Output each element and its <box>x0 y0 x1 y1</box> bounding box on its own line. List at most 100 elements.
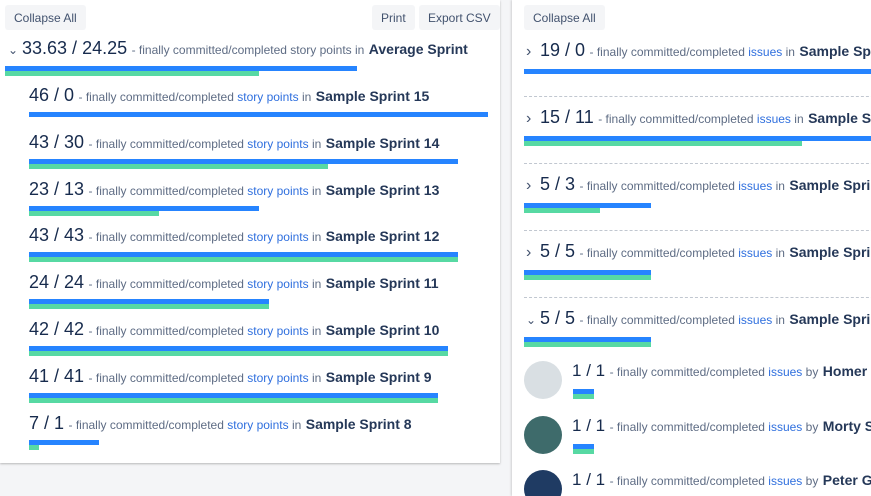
row[interactable]: › 5 / 5 - finally committed/completed iss… <box>526 241 871 262</box>
completed-bar <box>29 163 329 169</box>
committed-value: 7 <box>29 412 40 433</box>
desc-prefix: - finally committed/completed <box>88 230 244 245</box>
average-name: Average Sprint <box>368 41 468 57</box>
chevron-right-icon[interactable]: › <box>526 43 532 60</box>
committed-bar <box>524 270 651 275</box>
collapse-all-button[interactable]: Collapse All <box>5 5 86 30</box>
row[interactable]: 23 / 13 - finally committed/completed st… <box>29 179 439 200</box>
separator <box>524 163 871 164</box>
row[interactable]: 24 / 24 - finally committed/completed st… <box>29 272 439 293</box>
unit-link[interactable]: story points <box>247 136 309 151</box>
desc-suffix: in <box>785 45 795 59</box>
description: - finally committed/completed story poin… <box>89 371 322 385</box>
separator <box>524 297 871 298</box>
committed-value: 1 <box>572 470 582 489</box>
value-text: 41 / 41 <box>29 365 85 386</box>
unit-link[interactable]: issues <box>768 365 803 379</box>
description: - finally committed/completed issues by <box>610 474 819 488</box>
committed-value: 19 <box>540 40 561 60</box>
committed-bar <box>29 439 99 445</box>
unit-link[interactable]: story points <box>247 230 309 245</box>
committed-value: 43 <box>29 225 50 246</box>
completed-value: 0 <box>575 40 586 60</box>
description: - finally committed/completed issues in <box>590 45 795 59</box>
row[interactable]: › 15 / 11 - finally committed/completed i… <box>526 107 871 128</box>
desc-prefix: - finally committed/completed <box>88 183 244 198</box>
committed-value: 5 <box>540 174 551 194</box>
committed-bar <box>29 112 489 117</box>
desc-prefix: - finally committed/completed <box>579 246 735 260</box>
row[interactable]: › 5 / 3 - finally committed/completed iss… <box>526 174 871 195</box>
chevron-down-icon[interactable]: ⌄ <box>526 313 537 327</box>
row[interactable]: 1 / 1 - finally committed/completed issu… <box>572 361 871 381</box>
row[interactable]: 43 / 43 - finally committed/completed st… <box>29 225 439 246</box>
desc-suffix: in <box>775 179 785 193</box>
name-text: Sample Sprint 10 <box>325 322 440 338</box>
row[interactable]: 46 / 0 - finally committed/completed sto… <box>29 85 429 106</box>
name-text: Sample Sprint 14 <box>808 110 871 126</box>
unit-link[interactable]: issues <box>738 246 773 260</box>
row[interactable]: › 19 / 0 - finally committed/completed is… <box>526 40 871 61</box>
unit-link[interactable]: issues <box>748 45 783 59</box>
row[interactable]: 43 / 30 - finally committed/completed st… <box>29 132 439 153</box>
print-button[interactable]: Print <box>372 5 415 30</box>
chevron-down-icon[interactable]: ⌄ <box>8 43 19 57</box>
name-text: Sample Sprint 11 <box>325 275 439 292</box>
committed-value: 23 <box>29 178 50 199</box>
value-text: 1 / 1 <box>572 470 606 489</box>
description: - finally committed/completed issues in <box>598 112 803 126</box>
unit-link[interactable]: story points <box>247 277 309 292</box>
committed-bar <box>29 346 449 351</box>
average-sprint-row[interactable]: ⌄ 33.63 / 24.25 - finally committed/compl… <box>8 38 468 59</box>
row[interactable]: 1 / 1 - finally committed/completed issu… <box>572 470 871 490</box>
chevron-right-icon[interactable]: › <box>526 244 532 261</box>
committed-bar <box>29 158 459 164</box>
unit-link[interactable]: issues <box>738 179 773 193</box>
unit-link[interactable]: story points <box>247 370 309 385</box>
completed-bar <box>29 351 449 356</box>
row[interactable]: 7 / 1 - finally committed/completed stor… <box>29 413 412 434</box>
chevron-right-icon[interactable]: › <box>526 110 532 127</box>
completed-value: 42 <box>64 319 85 339</box>
unit-link[interactable]: issues <box>738 313 773 327</box>
desc-prefix: - finally committed/completed <box>88 136 244 151</box>
collapse-all-button-right[interactable]: Collapse All <box>524 5 605 30</box>
unit-link[interactable]: issues <box>768 474 803 488</box>
row[interactable]: 1 / 1 - finally committed/completed issu… <box>572 416 871 436</box>
name-text: Sample Sprint 8 <box>305 415 412 432</box>
desc-suffix: in <box>311 183 322 198</box>
unit-link[interactable]: story points <box>237 90 299 104</box>
export-csv-button[interactable]: Export CSV <box>419 5 500 30</box>
unit-link[interactable]: story points <box>247 183 309 198</box>
desc-prefix: - finally committed/completed <box>88 324 244 338</box>
completed-bar <box>29 397 439 403</box>
unit-link[interactable]: story points <box>227 417 289 432</box>
unit-link[interactable]: story points <box>247 324 309 338</box>
chevron-right-icon[interactable]: › <box>526 177 532 194</box>
completed-bar <box>573 394 594 399</box>
description: - finally committed/completed issues by <box>610 420 819 434</box>
separator <box>524 96 871 97</box>
desc-prefix: - finally committed/completed <box>579 313 735 327</box>
committed-value: 41 <box>29 365 50 386</box>
desc-prefix: - finally committed/completed <box>609 474 765 488</box>
row[interactable]: 42 / 42 - finally committed/completed st… <box>29 319 439 340</box>
unit-link[interactable]: issues <box>756 112 791 126</box>
completed-bar <box>29 257 459 263</box>
desc-prefix: - finally committed/completed <box>609 365 765 379</box>
completed-value: 11 <box>575 107 594 127</box>
name-text: Sample Sprint 15 <box>799 43 871 59</box>
desc-prefix: - finally committed/completed <box>579 179 735 193</box>
name-text: Sample Sprint 13 <box>325 181 440 198</box>
completed-bar <box>29 304 269 310</box>
completed-value: 1 <box>54 412 65 433</box>
avatar <box>524 470 562 496</box>
committed-value: 43 <box>29 131 50 152</box>
row[interactable]: 41 / 41 - finally committed/completed st… <box>29 366 432 387</box>
value-text: 23 / 13 <box>29 178 85 199</box>
row[interactable]: ⌄ 5 / 5 - finally committed/completed iss… <box>526 308 871 329</box>
unit-link[interactable]: issues <box>768 419 803 434</box>
name-text: Morty Smith <box>822 417 871 434</box>
average-desc: - finally committed/completed story poin… <box>131 43 365 57</box>
description: - finally committed/completed issues in <box>580 246 785 260</box>
